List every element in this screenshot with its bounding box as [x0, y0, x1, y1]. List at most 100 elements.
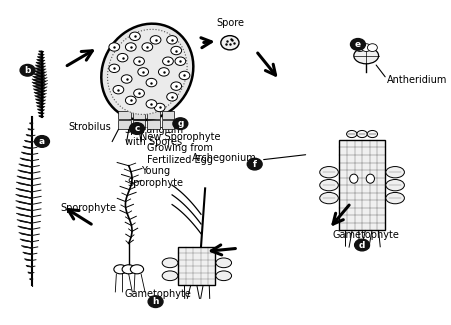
Circle shape [175, 57, 185, 65]
Text: Gametophyte: Gametophyte [124, 289, 191, 299]
Text: d: d [358, 240, 364, 250]
Circle shape [125, 43, 136, 51]
Circle shape [117, 53, 128, 62]
Circle shape [113, 85, 124, 94]
Polygon shape [36, 68, 45, 71]
Text: Archegonium: Archegonium [192, 153, 256, 162]
Polygon shape [36, 65, 44, 68]
Circle shape [109, 43, 120, 51]
Circle shape [133, 89, 144, 98]
Circle shape [170, 46, 181, 55]
Polygon shape [34, 85, 45, 89]
Polygon shape [33, 78, 46, 83]
Circle shape [109, 64, 120, 72]
Text: f: f [252, 160, 256, 169]
Ellipse shape [319, 192, 338, 204]
Ellipse shape [385, 166, 404, 178]
Bar [178, 247, 215, 285]
Circle shape [354, 44, 364, 51]
Circle shape [179, 71, 189, 80]
Polygon shape [39, 54, 43, 56]
Text: a: a [39, 137, 45, 146]
Text: New Sporophyte
Growing from
Fertilized Egg: New Sporophyte Growing from Fertilized E… [140, 132, 220, 165]
Circle shape [350, 39, 364, 50]
Circle shape [166, 93, 177, 101]
Circle shape [154, 103, 165, 112]
Polygon shape [38, 109, 43, 111]
Text: Sporophyte: Sporophyte [60, 203, 116, 213]
Bar [118, 111, 130, 120]
Bar [161, 111, 174, 120]
Bar [339, 140, 384, 230]
Circle shape [162, 57, 173, 65]
Circle shape [129, 32, 140, 41]
Polygon shape [37, 62, 44, 65]
Polygon shape [34, 88, 45, 93]
Circle shape [146, 78, 156, 87]
Polygon shape [35, 92, 45, 96]
Circle shape [360, 44, 370, 51]
Text: Young
Sporophyte: Young Sporophyte [127, 166, 183, 188]
Ellipse shape [122, 265, 135, 274]
Circle shape [367, 44, 377, 51]
Ellipse shape [356, 130, 366, 137]
Ellipse shape [366, 130, 377, 137]
Text: Strobilus: Strobilus [69, 122, 111, 132]
Circle shape [173, 118, 187, 129]
Bar [161, 121, 174, 128]
Text: g: g [177, 119, 183, 128]
Circle shape [166, 36, 177, 44]
Polygon shape [38, 57, 43, 58]
Ellipse shape [114, 265, 127, 274]
Ellipse shape [365, 174, 373, 183]
Ellipse shape [216, 258, 231, 268]
Ellipse shape [346, 130, 356, 137]
Circle shape [158, 68, 169, 76]
Polygon shape [36, 98, 44, 102]
Circle shape [170, 82, 181, 90]
Ellipse shape [130, 265, 143, 274]
Polygon shape [34, 76, 45, 80]
Circle shape [125, 96, 136, 105]
Circle shape [34, 136, 49, 147]
Ellipse shape [353, 48, 378, 64]
Ellipse shape [385, 179, 404, 191]
Circle shape [148, 296, 163, 307]
Ellipse shape [162, 258, 178, 268]
Polygon shape [37, 59, 44, 62]
Polygon shape [39, 116, 43, 117]
Circle shape [121, 75, 132, 83]
Text: e: e [354, 40, 360, 49]
Polygon shape [39, 112, 43, 114]
Polygon shape [34, 73, 45, 77]
Circle shape [138, 68, 148, 76]
Circle shape [133, 57, 144, 65]
Circle shape [20, 64, 35, 76]
Circle shape [142, 43, 152, 51]
Bar [118, 121, 130, 128]
Text: Gametophyte: Gametophyte [332, 230, 399, 240]
Ellipse shape [162, 271, 178, 280]
Polygon shape [39, 51, 43, 52]
Circle shape [150, 36, 161, 44]
Ellipse shape [319, 179, 338, 191]
Circle shape [247, 158, 262, 170]
Bar [133, 121, 145, 128]
Ellipse shape [385, 192, 404, 204]
Ellipse shape [216, 271, 231, 280]
Polygon shape [35, 70, 45, 74]
Ellipse shape [319, 166, 338, 178]
Text: b: b [24, 66, 31, 75]
Bar [133, 111, 145, 120]
Bar [147, 111, 159, 120]
Polygon shape [37, 105, 44, 108]
Text: h: h [152, 297, 158, 306]
Text: Antheridium: Antheridium [386, 75, 446, 85]
Text: c: c [134, 124, 139, 133]
Ellipse shape [101, 24, 193, 120]
Polygon shape [33, 82, 46, 86]
Circle shape [354, 239, 368, 251]
Bar [147, 121, 159, 128]
Text: Sporangium
with Spores: Sporangium with Spores [124, 125, 183, 147]
Polygon shape [37, 102, 44, 105]
